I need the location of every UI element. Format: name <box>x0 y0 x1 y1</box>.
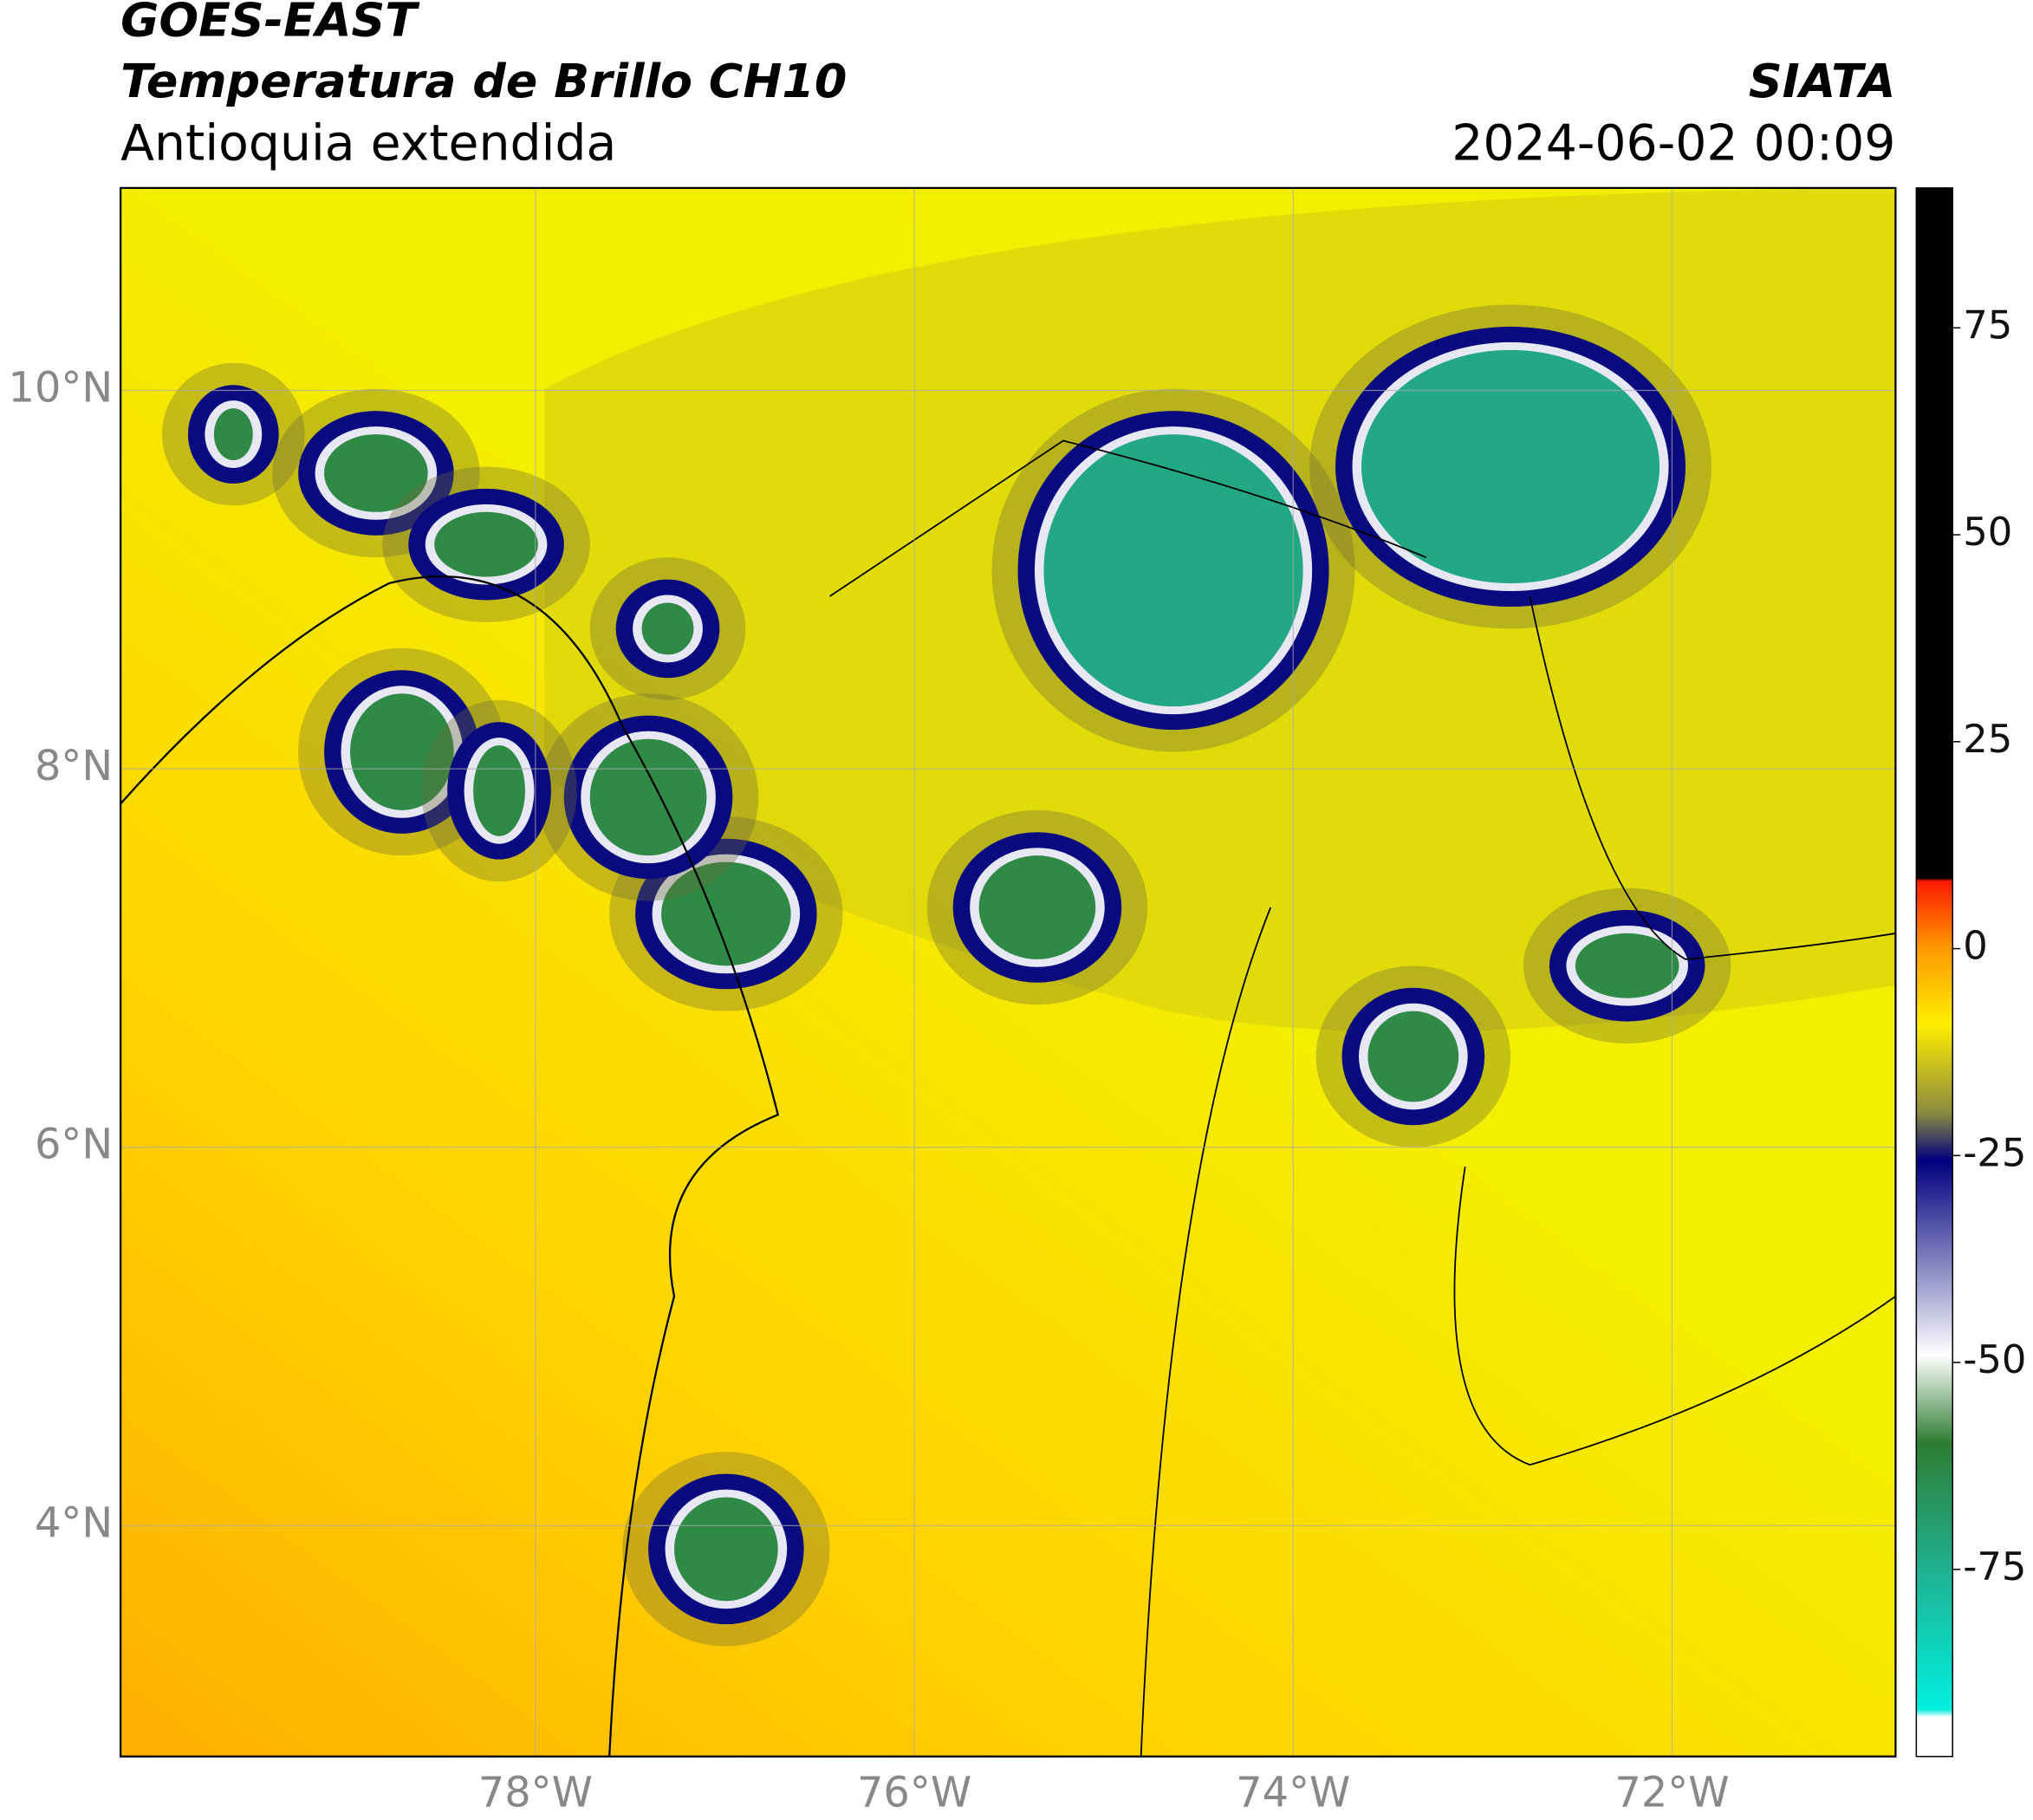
y-tick-label: 10°N <box>9 364 114 412</box>
cloud-top <box>324 434 428 512</box>
colorbar-tick-label: 0 <box>1963 923 1988 969</box>
cloud-top <box>641 602 694 655</box>
clouds <box>162 304 1731 1647</box>
cloud-top <box>589 738 707 856</box>
subtitle: Temperatura de Brillo CH10 <box>120 54 847 108</box>
colorbar <box>1915 187 1953 1758</box>
y-tick-label: 8°N <box>35 743 113 790</box>
colorbar-tick-label: 75 <box>1963 302 2012 348</box>
x-tick-label: 72°W <box>1614 1770 1729 1817</box>
cloud-top <box>1361 349 1660 584</box>
region: Antioquia extendida <box>120 115 616 172</box>
x-tick-label: 76°W <box>857 1770 971 1817</box>
cloud-top <box>1043 434 1303 707</box>
cloud-top <box>978 855 1096 959</box>
colorbar-tick-label: -75 <box>1963 1544 2026 1589</box>
cloud-top <box>661 861 791 966</box>
colorbar-tick-label: -50 <box>1963 1336 2026 1382</box>
title: GOES-EAST <box>120 0 420 48</box>
colorbar-tick-label: 50 <box>1963 509 2012 555</box>
cloud-top <box>434 511 538 577</box>
coastline <box>120 575 780 1757</box>
y-tick-label: 4°N <box>35 1499 113 1547</box>
source: SIATA <box>1749 54 1896 108</box>
cloud-top <box>349 693 454 810</box>
cloud-top <box>213 408 253 460</box>
timestamp: 2024-06-02 00:09 <box>1452 115 1895 172</box>
y-tick-label: 6°N <box>35 1121 113 1169</box>
x-tick-label: 74°W <box>1236 1770 1350 1817</box>
map-frame <box>120 186 1897 1758</box>
cloud-top <box>1367 1011 1459 1102</box>
cloud-top <box>473 745 525 836</box>
colorbar-tick-label: -25 <box>1963 1129 2026 1175</box>
colorbar-tick-label: 25 <box>1963 716 2012 762</box>
x-tick-label: 78°W <box>478 1770 593 1817</box>
borders <box>829 439 1896 1757</box>
map-area <box>120 187 1896 1757</box>
cloud-top <box>1575 933 1679 998</box>
cloud-top <box>674 1497 778 1602</box>
grid <box>120 187 1896 1757</box>
